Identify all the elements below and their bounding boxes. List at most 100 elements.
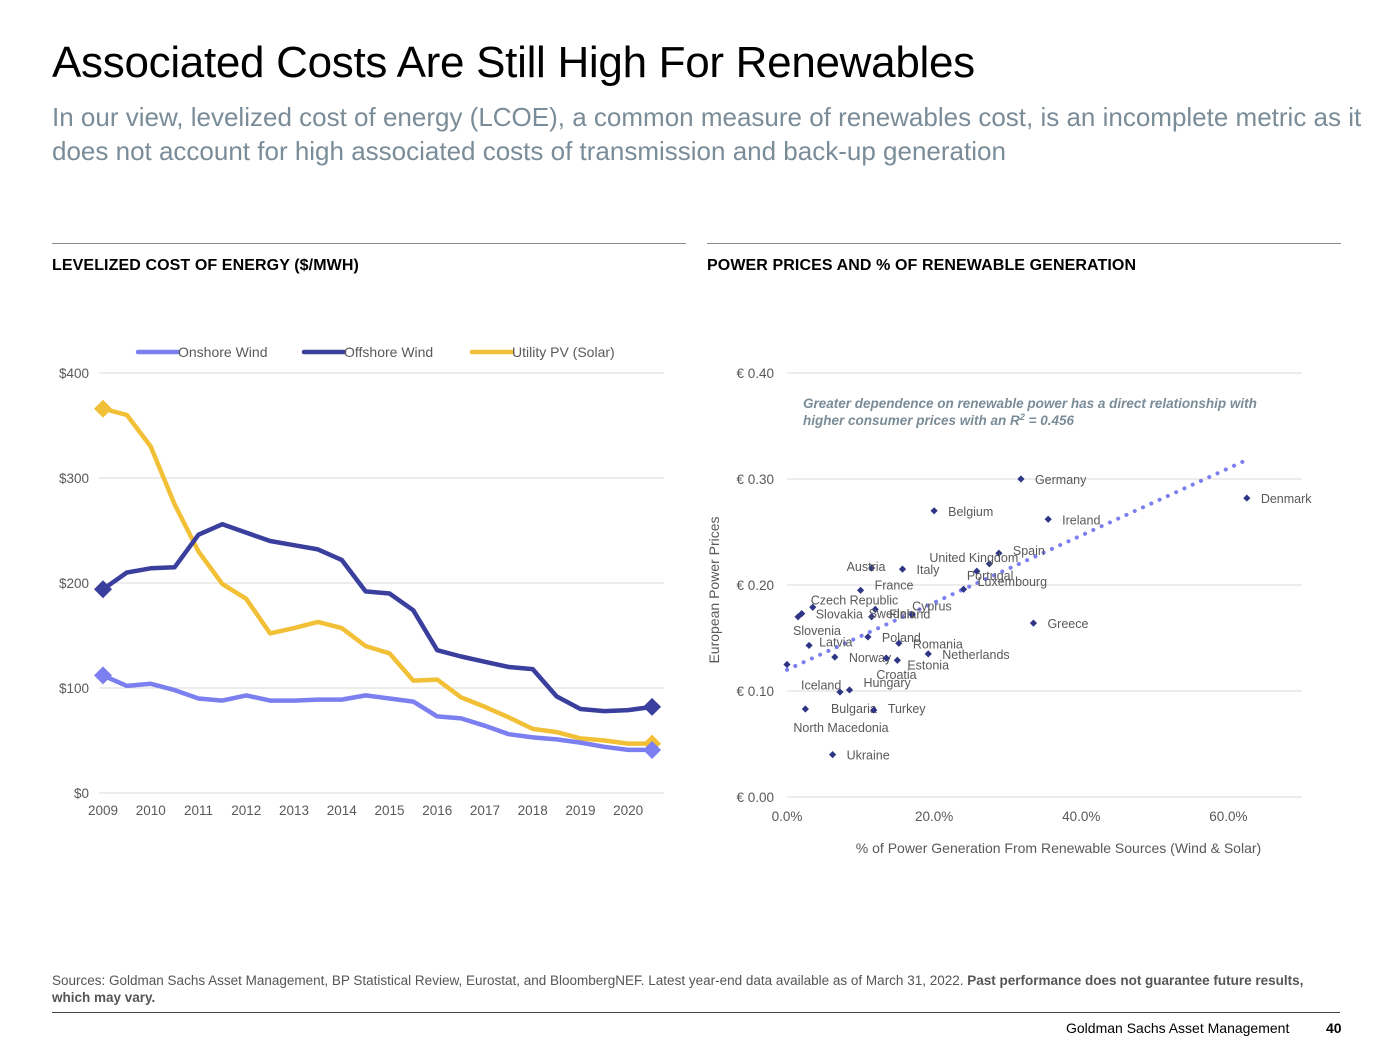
- annotation-line-2-prefix: higher consumer prices with an R: [803, 413, 1020, 428]
- scatter-point: [973, 567, 981, 575]
- scatter-point-label: Turkey: [888, 702, 926, 716]
- brand-name: Goldman Sachs Asset Management: [1066, 1020, 1290, 1036]
- footer-disclaimer: Past performance does not guarantee futu…: [52, 973, 1304, 1005]
- right-chart-rule: [707, 243, 1341, 244]
- scatter-point-label: Slovenia: [793, 624, 841, 638]
- scatter-point: [831, 653, 839, 661]
- x-axis-title: % of Power Generation From Renewable Sou…: [856, 840, 1261, 856]
- scatter-point-label: Iceland: [801, 679, 841, 693]
- annotation-line-2-suffix: = 0.456: [1025, 413, 1075, 428]
- scatter-point-label: Luxembourg: [978, 575, 1048, 589]
- x-tick-label: 0.0%: [772, 809, 803, 824]
- series-line: [100, 673, 655, 753]
- scatter-point: [924, 650, 932, 658]
- scatter-point-label: Austria: [847, 560, 886, 574]
- series-endpoint-marker: [643, 740, 662, 759]
- scatter-point-label: Greece: [1047, 617, 1088, 631]
- footer-sources: Sources: Goldman Sachs Asset Management,…: [52, 972, 1344, 1006]
- page-number: 40: [1326, 1020, 1342, 1036]
- series-line: [100, 521, 655, 714]
- x-tick-label: 2011: [184, 803, 213, 818]
- scatter-point-label: Denmark: [1261, 492, 1312, 506]
- scatter-point: [898, 565, 907, 573]
- scatter-point: [908, 611, 916, 619]
- series-endpoint-marker: [643, 697, 662, 716]
- scatter-point: [794, 613, 802, 621]
- scatter-point-label: Cyprus: [912, 600, 952, 614]
- scatter-point: [805, 641, 813, 650]
- scatter-point: [864, 633, 872, 641]
- x-tick-label: 2009: [88, 803, 118, 818]
- scatter-point-label: Belgium: [948, 505, 993, 519]
- x-tick-label: 60.0%: [1209, 809, 1247, 824]
- x-tick-label: 2019: [565, 803, 595, 818]
- scatter-point-label: Germany: [1035, 473, 1087, 487]
- x-tick-label: 2010: [136, 803, 166, 818]
- x-tick-label: 2012: [231, 803, 261, 818]
- annotation-line-1: Greater dependence on renewable power ha…: [803, 396, 1257, 411]
- scatter-point: [798, 610, 806, 618]
- scatter-point: [1017, 475, 1025, 483]
- x-tick-label: 2015: [374, 803, 404, 818]
- scatter-point-label: Bulgaria: [831, 702, 877, 716]
- y-axis-title: European Power Prices: [706, 516, 722, 663]
- scatter-point: [930, 507, 938, 515]
- x-tick-label: 2016: [422, 803, 452, 818]
- scatter-point-label: Spain: [1013, 544, 1045, 558]
- scatter-point: [1029, 619, 1038, 627]
- scatter-point-label: Slovakia: [816, 608, 863, 622]
- scatter-point-label: Norway: [849, 651, 892, 665]
- x-tick-label: 40.0%: [1062, 809, 1100, 824]
- annotation-line-2: higher consumer prices with an R2 = 0.45…: [803, 412, 1074, 428]
- scatter-point-label: Hungary: [864, 676, 912, 690]
- y-tick-label: $400: [59, 366, 89, 381]
- scatter-point-label: Latvia: [819, 635, 852, 649]
- y-tick-label: $200: [59, 576, 89, 591]
- footer-sources-text: Sources: Goldman Sachs Asset Management,…: [52, 973, 964, 988]
- series-endpoint-marker: [94, 666, 112, 685]
- scatter-point: [845, 686, 854, 694]
- scatter-point: [871, 605, 879, 613]
- page-title: Associated Costs Are Still High For Rene…: [52, 38, 975, 87]
- legend-label: Onshore Wind: [178, 344, 267, 360]
- legend-label: Offshore Wind: [344, 344, 433, 360]
- scatter-point-label: United Kingdom: [929, 551, 1018, 565]
- legend-label: Utility PV (Solar): [512, 344, 615, 360]
- y-tick-label: € 0.10: [736, 684, 774, 699]
- x-tick-label: 2013: [279, 803, 309, 818]
- scatter-point: [809, 603, 817, 611]
- power-price-scatter-chart: € 0.00 € 0.10 € 0.20 € 0.30 € 0.40 0.0% 20.0% 4…: [706, 366, 1312, 856]
- annotation-superscript: 2: [1019, 412, 1025, 422]
- scatter-point: [783, 660, 791, 669]
- scatter-point-label: Romania: [913, 637, 963, 651]
- scatter-point: [836, 688, 844, 696]
- y-tick-label: € 0.40: [736, 366, 774, 381]
- right-chart-title: POWER PRICES AND % OF RENEWABLE GENERATI…: [707, 257, 1137, 274]
- scatter-point-label: Ireland: [1062, 513, 1100, 527]
- scatter-point: [829, 751, 837, 759]
- x-tick-label: 20.0%: [915, 809, 953, 824]
- scatter-point-label: Ukraine: [847, 749, 890, 763]
- scatter-point-label: North Macedonia: [793, 721, 888, 735]
- scatter-point-label: France: [875, 578, 914, 592]
- scatter-point-label: Czech Republic: [811, 593, 899, 607]
- scatter-point: [893, 656, 901, 664]
- scatter-point-label: Croatia: [876, 668, 916, 682]
- y-tick-label: € 0.20: [736, 578, 774, 593]
- scatter-point: [1243, 494, 1251, 502]
- page-subtitle: In our view, levelized cost of energy (L…: [52, 102, 1362, 166]
- left-chart-title: LEVELIZED COST OF ENERGY ($/MWH): [52, 257, 359, 274]
- scatter-point-label: Italy: [917, 563, 941, 577]
- x-tick-label: 2020: [613, 803, 643, 818]
- scatter-point: [801, 705, 809, 713]
- series-endpoint-marker: [94, 399, 112, 418]
- scatter-point-label: Netherlands: [942, 648, 1009, 662]
- scatter-point-label: Portugal: [967, 569, 1014, 583]
- y-tick-label: $100: [59, 681, 89, 696]
- y-tick-label: $300: [59, 471, 89, 486]
- y-tick-label: $0: [74, 786, 89, 801]
- scatter-point-label: Estonia: [907, 658, 949, 672]
- series-endpoint-marker: [94, 580, 112, 599]
- scatter-point: [1044, 515, 1052, 523]
- footer-divider: [52, 1012, 1340, 1013]
